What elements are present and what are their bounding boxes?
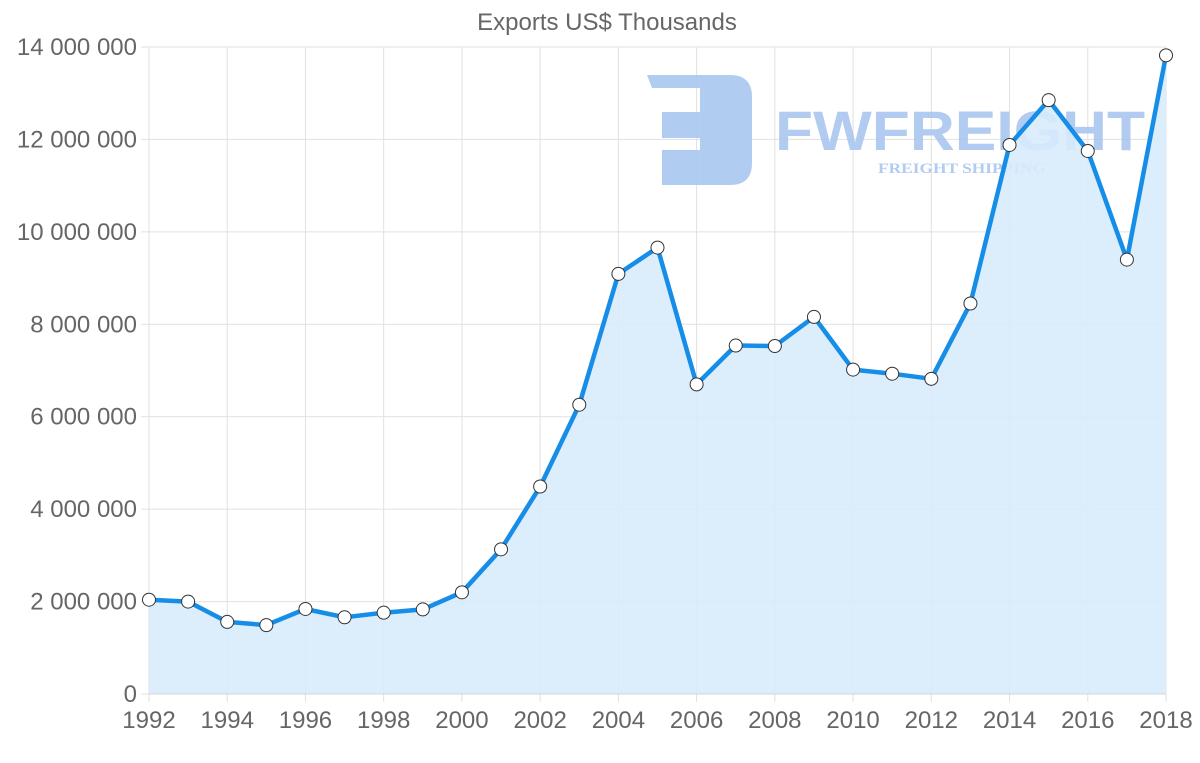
y-tick-label: 8 000 000 xyxy=(30,311,137,338)
data-point-1999[interactable] xyxy=(415,602,430,617)
data-point-1993[interactable] xyxy=(181,594,196,609)
area-fill xyxy=(149,55,1166,695)
x-tick-label: 1996 xyxy=(279,707,332,734)
data-point-2001[interactable] xyxy=(494,542,509,557)
data-point-2014[interactable] xyxy=(1002,137,1017,152)
data-point-2008[interactable] xyxy=(767,339,782,354)
x-tick-label: 2002 xyxy=(513,707,566,734)
y-tick-label: 14 000 000 xyxy=(17,34,137,61)
x-tick-label: 2018 xyxy=(1139,707,1192,734)
data-point-2018[interactable] xyxy=(1159,48,1173,63)
data-points xyxy=(142,48,1173,633)
y-axis-labels: 0 2 000 000 4 000 000 6 000 000 8 000 000 10 … xyxy=(17,34,137,708)
y-tick-label: 10 000 000 xyxy=(17,219,137,246)
data-point-2006[interactable] xyxy=(689,377,704,392)
x-tick-label: 1992 xyxy=(122,707,175,734)
data-point-1995[interactable] xyxy=(259,618,274,633)
data-point-2010[interactable] xyxy=(846,362,861,377)
y-tick-label: 12 000 000 xyxy=(17,126,137,153)
y-tick-label: 6 000 000 xyxy=(30,404,137,431)
x-tick-label: 2012 xyxy=(905,707,958,734)
y-tick-label: 4 000 000 xyxy=(30,496,137,523)
data-point-1992[interactable] xyxy=(142,592,156,607)
data-point-2007[interactable] xyxy=(728,338,743,353)
x-axis-labels: 1992 1994 1996 1998 2000 2002 2004 2006 2008 2010… xyxy=(122,707,1192,734)
data-point-1998[interactable] xyxy=(376,605,391,620)
x-tick-label: 2010 xyxy=(826,707,879,734)
x-tick-label: 2014 xyxy=(983,707,1036,734)
chart-title: Exports US$ Thousands xyxy=(477,9,737,36)
x-tick-label: 2006 xyxy=(670,707,723,734)
data-point-2003[interactable] xyxy=(572,397,587,412)
data-point-2011[interactable] xyxy=(885,366,900,381)
data-point-2005[interactable] xyxy=(650,240,665,255)
y-tick-label: 0 xyxy=(124,681,137,708)
fw-logo-icon xyxy=(647,75,752,185)
x-tick-label: 2008 xyxy=(748,707,801,734)
data-point-2000[interactable] xyxy=(454,585,469,600)
data-point-2009[interactable] xyxy=(806,309,821,324)
x-tick-label: 2004 xyxy=(592,707,645,734)
data-point-1997[interactable] xyxy=(337,610,352,625)
data-point-2016[interactable] xyxy=(1080,143,1095,158)
y-tick-label: 2 000 000 xyxy=(30,589,137,616)
x-tick-label: 1998 xyxy=(357,707,410,734)
data-point-2002[interactable] xyxy=(533,479,548,494)
data-point-1994[interactable] xyxy=(220,614,235,629)
x-tick-label: 1994 xyxy=(201,707,254,734)
x-tick-label: 2016 xyxy=(1061,707,1114,734)
x-tick-label: 2000 xyxy=(435,707,488,734)
data-point-2017[interactable] xyxy=(1119,252,1134,267)
data-point-2013[interactable] xyxy=(963,296,978,311)
data-point-1996[interactable] xyxy=(298,601,313,616)
data-point-2012[interactable] xyxy=(924,371,939,386)
data-point-2004[interactable] xyxy=(611,266,626,281)
data-point-2015[interactable] xyxy=(1041,93,1056,108)
